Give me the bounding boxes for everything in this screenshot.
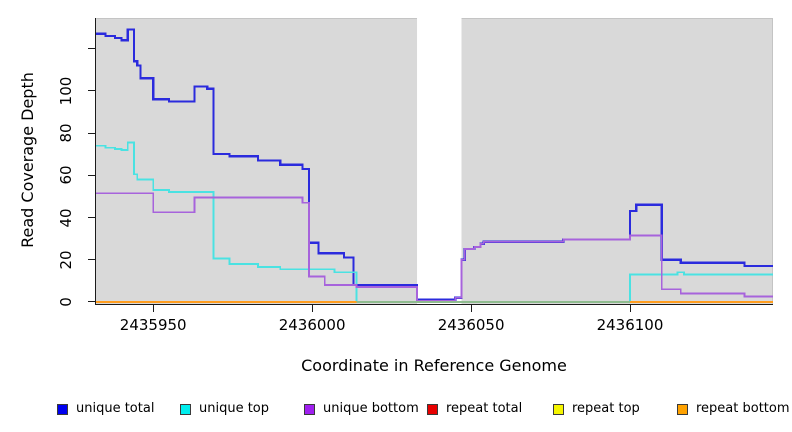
y-tick xyxy=(88,174,95,176)
legend-swatch xyxy=(304,403,315,415)
x-axis-title: Coordinate in Reference Genome xyxy=(301,356,567,375)
y-tick xyxy=(88,132,95,134)
series-line-unique-top xyxy=(96,141,773,303)
y-tick xyxy=(88,90,95,92)
x-tick-label: 2435950 xyxy=(119,316,187,334)
y-tick xyxy=(88,48,95,50)
legend-item-unique-bottom: unique bottom xyxy=(304,401,419,417)
y-tick xyxy=(88,301,95,303)
y-tick-label: 20 xyxy=(56,250,75,270)
panel-edge xyxy=(96,18,773,304)
y-tick-label: 0 xyxy=(56,297,75,307)
x-tick xyxy=(152,305,154,312)
y-tick xyxy=(88,217,95,218)
y-tick-label: 40 xyxy=(56,207,75,228)
legend-item-unique-total: unique total xyxy=(57,401,154,417)
legend-swatch xyxy=(677,403,688,415)
y-tick-label: 60 xyxy=(56,165,75,185)
plot-area xyxy=(96,18,773,304)
x-tick-label: 2436100 xyxy=(596,316,664,334)
legend-swatch xyxy=(427,403,438,415)
y-tick xyxy=(88,259,95,261)
legend-label: repeat top xyxy=(572,401,640,416)
x-axis-line xyxy=(95,304,773,305)
y-axis-line xyxy=(95,18,96,305)
legend-label: unique top xyxy=(199,401,270,416)
legend-swatch xyxy=(553,403,564,415)
legend-swatch xyxy=(180,403,191,415)
x-tick xyxy=(311,305,313,312)
legend-label: repeat bottom xyxy=(696,401,790,416)
y-tick-label: 80 xyxy=(56,123,75,143)
legend: unique total unique top unique bottom repea… xyxy=(0,401,792,421)
x-tick-label: 2436050 xyxy=(437,316,505,334)
legend-item-repeat-total: repeat total xyxy=(427,401,522,417)
no-data-gap-band xyxy=(417,18,462,304)
legend-label: unique total xyxy=(76,401,155,416)
x-tick xyxy=(470,305,472,312)
legend-swatch xyxy=(57,403,68,415)
legend-label: repeat total xyxy=(446,401,523,416)
legend-item-repeat-bottom: repeat bottom xyxy=(677,401,790,417)
legend-item-repeat-top: repeat top xyxy=(553,401,640,417)
x-tick-label: 2436000 xyxy=(278,316,346,334)
legend-label: unique bottom xyxy=(323,401,419,416)
legend-item-unique-top: unique top xyxy=(180,401,269,417)
series-line-unique-bottom xyxy=(96,192,773,302)
y-axis-title: Read Coverage Depth xyxy=(18,72,37,248)
x-tick xyxy=(629,305,631,312)
y-tick-label: 100 xyxy=(56,76,75,106)
